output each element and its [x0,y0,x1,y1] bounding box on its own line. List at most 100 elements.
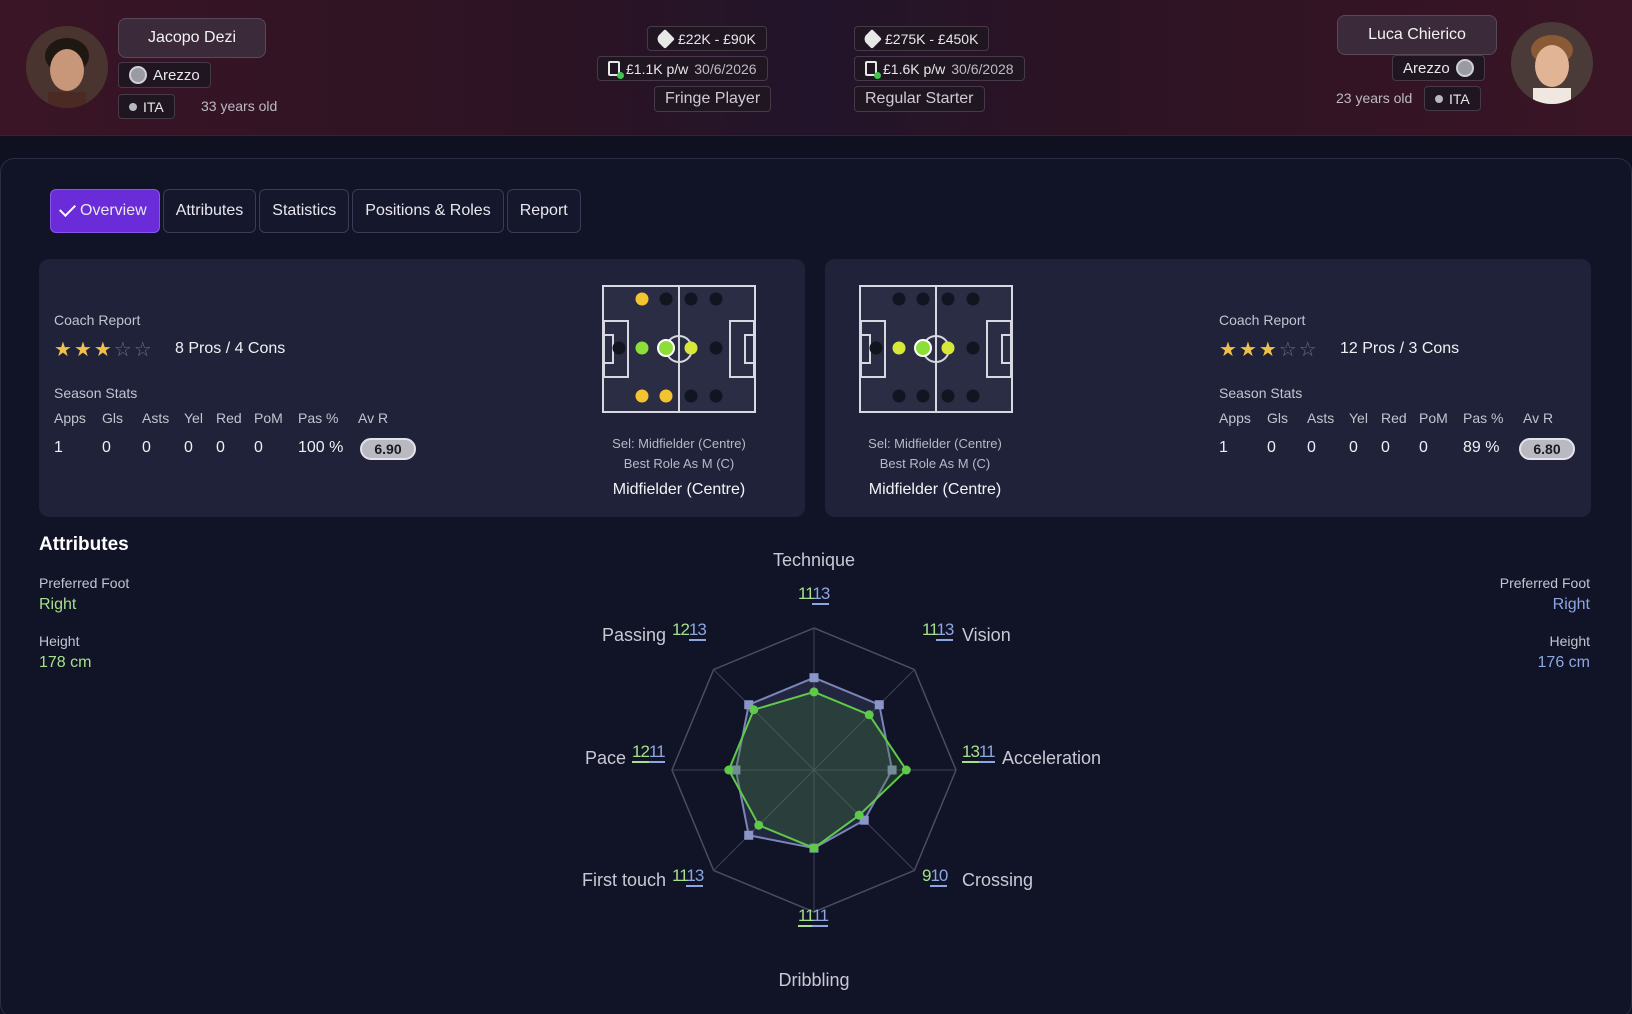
season-stats-headers: Apps Gls Asts Yel Red PoM Pas % Av R [1219,410,1573,426]
selected-role: Sel: Midfielder (Centre) [612,436,746,451]
left-player-radar-point [754,820,764,830]
position-dot [941,389,955,403]
left-player-name-button[interactable]: Jacopo Dezi [118,18,266,58]
player-comparison-header: Jacopo Dezi Arezzo ITA 33 years old £22K… [0,0,1632,136]
best-role: Best Role As M (C) [623,456,735,471]
pros-cons[interactable]: 8 Pros / 4 Cons [175,340,286,357]
pros-cons[interactable]: 12 Pros / 3 Cons [1340,340,1460,357]
stat-header: Yel [184,410,203,426]
right-contract-chip: £1.6K p/w 30/6/2028 [854,56,1025,81]
stat-value: 0 [142,439,151,456]
stat-value: 0 [1307,439,1316,456]
stat-header: Gls [102,410,123,426]
star-icon: ☆ [1278,339,1297,361]
right-height: 176 cm [1537,654,1590,671]
right-player-name-button[interactable]: Luca Chierico [1337,15,1497,55]
pitch-graphic [603,287,755,411]
radar-axis-label: Passing [601,625,666,645]
right-player-radar-point [744,830,754,840]
stat-header: Asts [1307,410,1335,426]
nation-flag-icon [129,102,137,111]
left-player-radar-point [864,710,874,720]
position-dot [892,341,906,355]
radar-axis-label: Vision [962,625,1011,645]
position-dot [635,292,649,306]
radar-axis-label: Pace [584,748,626,768]
stat-value: 0 [254,439,263,456]
left-player-avatar[interactable] [26,26,108,108]
left-player-value: 11 [798,584,813,603]
pitch-graphic [860,287,1012,411]
stat-value: 0 [1349,439,1358,456]
radar-axis-label: Acceleration [1002,748,1102,768]
right-player-value: 11 [812,906,829,927]
left-player-value: 11 [798,906,813,927]
stat-header: Red [1381,410,1407,426]
tab-positions-roles[interactable]: Positions & Roles [352,189,504,233]
left-club-chip[interactable]: Arezzo [118,62,211,88]
price-tag-icon [862,28,882,49]
right-height-label: Height [1549,633,1590,649]
radar-axis-label: First touch [581,870,666,890]
left-nation-chip[interactable]: ITA [118,94,175,119]
position-pitch[interactable] [859,285,1013,413]
star-icon: ☆ [113,339,132,361]
right-nation-chip[interactable]: ITA [1424,86,1481,111]
coach-rating-stars: ★ ★ ★ ☆ ☆ [1219,340,1317,360]
right-club-chip[interactable]: Arezzo [1392,55,1485,81]
tab-overview[interactable]: Overview [50,189,160,233]
season-stats-label: Season Stats [1219,385,1303,401]
stat-header: Pas % [1463,410,1504,426]
nation-flag-icon [1435,94,1443,103]
position-dot [869,341,883,355]
stat-header: Av R [1523,410,1554,426]
star-icon: ★ [93,339,112,361]
stat-header: Apps [54,410,86,426]
position-pitch[interactable] [602,285,756,413]
stat-value: 0 [184,439,193,456]
radar-spoke [813,669,915,771]
radar-axis-values: 1111 [798,906,829,927]
position-dot [916,389,930,403]
left-player-value: 11 [672,866,687,885]
position-dot [684,389,698,403]
right-player-avatar[interactable] [1511,22,1593,104]
stat-header: Asts [142,410,170,426]
position-dot [635,389,649,403]
tab-report[interactable]: Report [506,189,581,233]
selected-role: Sel: Midfielder (Centre) [868,436,1002,451]
star-icon: ☆ [1298,339,1317,361]
right-player-age: 23 years old [1336,90,1413,106]
position-dot [892,389,906,403]
radar-graphic [671,627,957,913]
stat-value: 0 [1381,439,1390,456]
right-player-radar-point [744,700,754,710]
position-dot [916,292,930,306]
left-player-value: 9 [922,866,932,885]
tab-statistics[interactable]: Statistics [259,189,350,233]
left-contract-chip: £1.1K p/w 30/6/2026 [597,56,768,81]
position-dot [709,341,723,355]
best-role: Best Role As M (C) [879,456,991,471]
right-value-chip: £275K - £450K [854,26,990,51]
stat-header: Yel [1349,410,1368,426]
season-stats-label: Season Stats [54,385,138,401]
contract-icon [865,61,881,79]
left-value-chip: £22K - £90K [647,26,767,51]
tab-attributes[interactable]: Attributes [162,189,257,233]
right-preferred-foot: Right [1552,596,1590,613]
star-icon: ★ [73,339,92,361]
position-dot [659,292,673,306]
position-dot [892,292,906,306]
stat-value: 0 [216,439,225,456]
position-dot [941,341,955,355]
coach-report-label: Coach Report [1219,312,1306,328]
right-preferred-foot-label: Preferred Foot [1499,575,1590,591]
position-dot [657,339,675,357]
right-player-radar-point [731,765,741,775]
star-icon: ★ [1238,339,1257,361]
club-crest-icon [129,66,147,84]
position-dot [966,292,980,306]
right-player-value: 13 [686,866,704,887]
radar-axis-label: Crossing [962,870,1034,890]
